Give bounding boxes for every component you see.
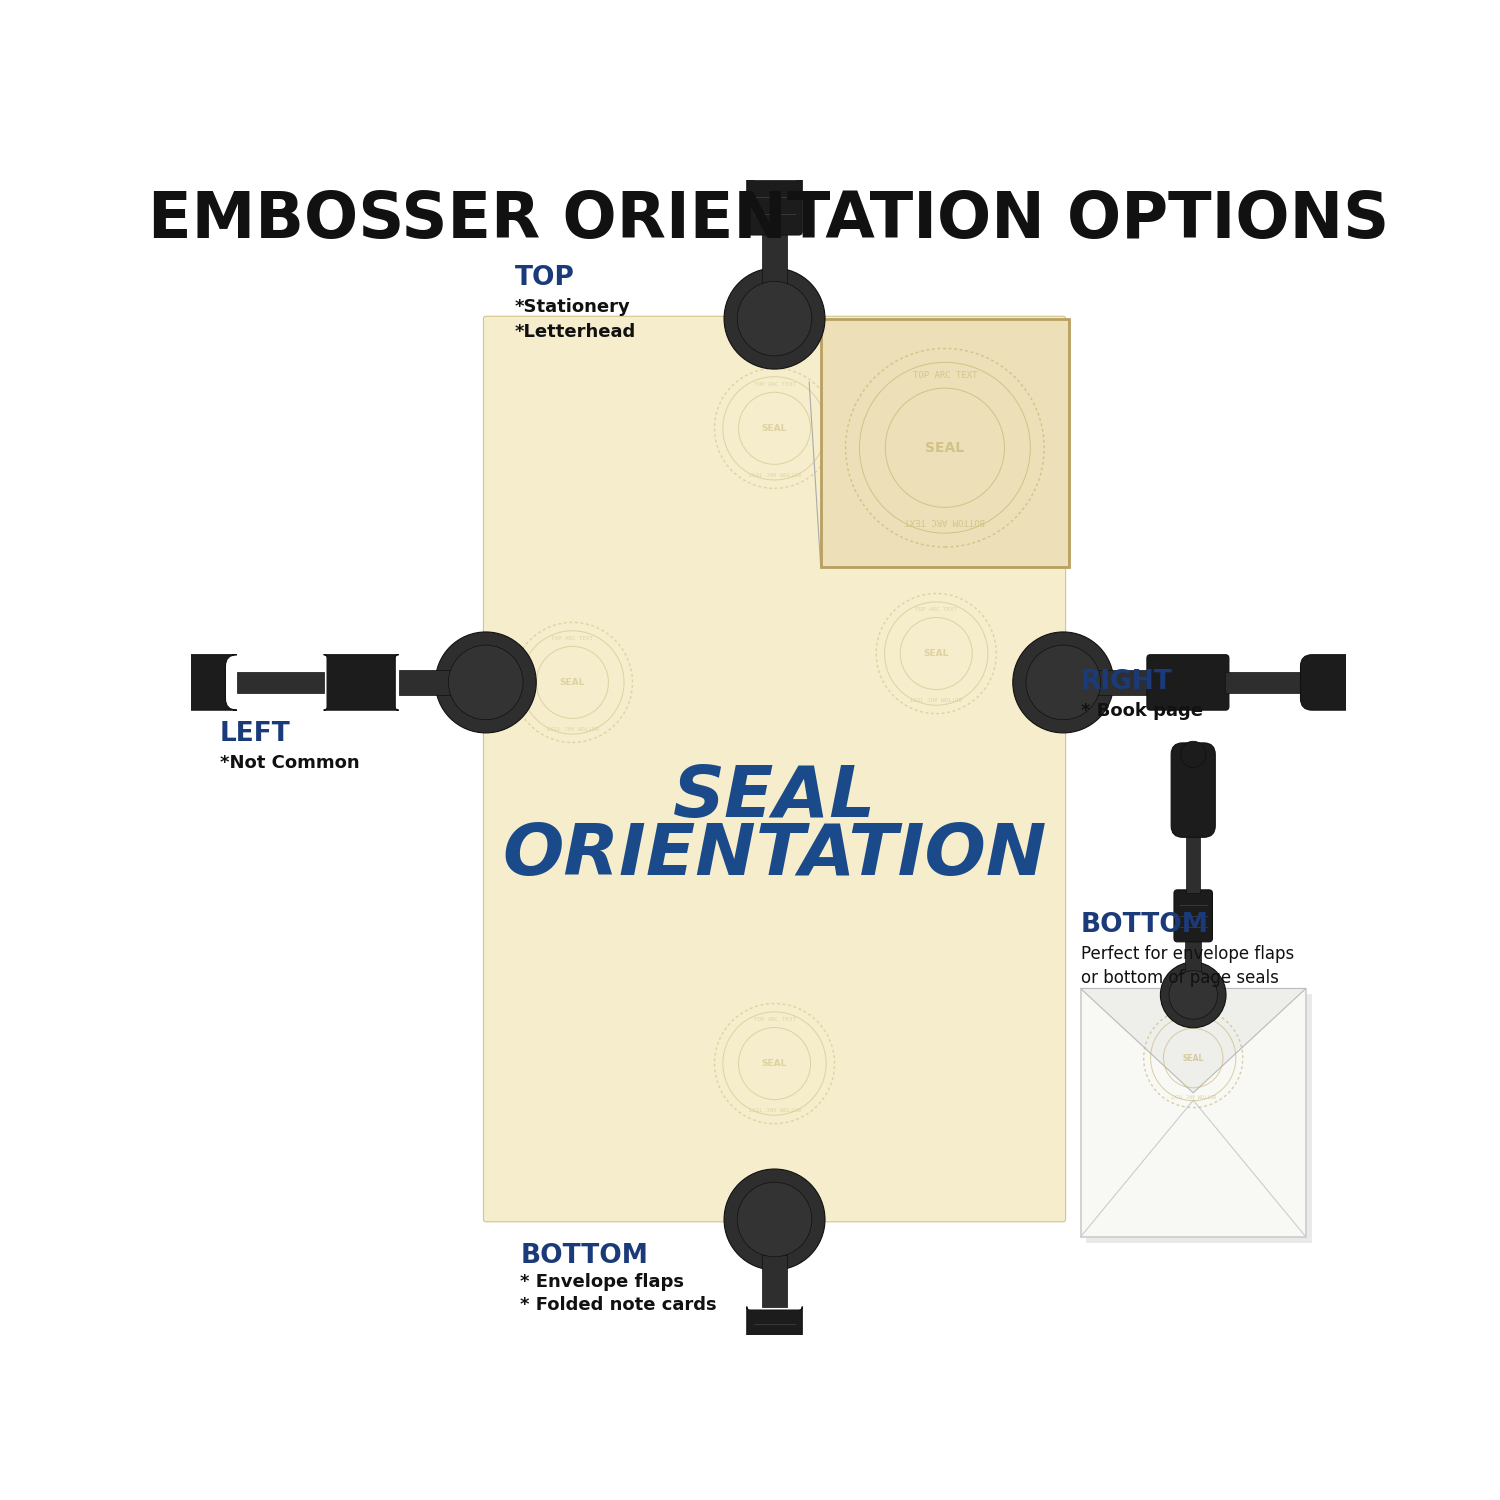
FancyBboxPatch shape — [1300, 654, 1485, 710]
Text: SEAL: SEAL — [560, 678, 585, 687]
Circle shape — [724, 1168, 825, 1270]
Text: BOTTOM ARC TEXT: BOTTOM ARC TEXT — [910, 694, 963, 700]
Text: BOTTOM ARC TEXT: BOTTOM ARC TEXT — [904, 516, 986, 525]
Bar — [1186, 837, 1200, 894]
FancyBboxPatch shape — [747, 0, 802, 70]
Text: TOP ARC TEXT: TOP ARC TEXT — [912, 370, 976, 380]
Text: SEAL: SEAL — [1182, 1053, 1204, 1062]
Bar — [1098, 669, 1150, 694]
Text: TOP: TOP — [514, 266, 574, 291]
FancyBboxPatch shape — [1080, 988, 1306, 1238]
Text: TOP ARC TEXT: TOP ARC TEXT — [753, 1017, 795, 1022]
Bar — [1185, 939, 1202, 972]
FancyBboxPatch shape — [747, 1480, 802, 1500]
Bar — [762, 231, 788, 284]
Text: LEFT: LEFT — [220, 722, 291, 747]
Circle shape — [736, 1182, 812, 1257]
Ellipse shape — [1180, 741, 1206, 768]
Bar — [237, 672, 324, 693]
Bar — [399, 669, 450, 694]
Polygon shape — [1080, 988, 1306, 1094]
Text: RIGHT: RIGHT — [1080, 669, 1173, 696]
Text: or bottom of page seals: or bottom of page seals — [1080, 969, 1278, 987]
Text: * Book page: * Book page — [1080, 702, 1203, 720]
Text: BOTTOM: BOTTOM — [1080, 912, 1209, 938]
Text: * Envelope flaps: * Envelope flaps — [520, 1274, 684, 1292]
FancyBboxPatch shape — [1148, 654, 1228, 710]
Text: ORIENTATION: ORIENTATION — [503, 821, 1047, 890]
Circle shape — [724, 268, 825, 369]
FancyBboxPatch shape — [747, 159, 802, 236]
Text: EMBOSSER ORIENTATION OPTIONS: EMBOSSER ORIENTATION OPTIONS — [148, 189, 1389, 252]
Bar — [764, 1376, 784, 1462]
Circle shape — [1026, 645, 1101, 720]
Text: BOTTOM ARC TEXT: BOTTOM ARC TEXT — [1170, 1092, 1215, 1096]
Text: Perfect for envelope flaps: Perfect for envelope flaps — [1080, 945, 1294, 963]
Circle shape — [448, 645, 524, 720]
Text: SEAL: SEAL — [674, 764, 876, 832]
Circle shape — [1013, 632, 1113, 734]
Text: SEAL: SEAL — [926, 441, 964, 454]
FancyBboxPatch shape — [483, 316, 1065, 1222]
Bar — [762, 1254, 788, 1306]
Text: BOTTOM ARC TEXT: BOTTOM ARC TEXT — [546, 724, 598, 729]
Ellipse shape — [62, 662, 90, 704]
FancyBboxPatch shape — [1172, 742, 1215, 837]
Text: BOTTOM: BOTTOM — [520, 1244, 648, 1269]
FancyBboxPatch shape — [747, 1306, 802, 1376]
FancyBboxPatch shape — [821, 318, 1070, 567]
Circle shape — [736, 282, 812, 356]
Text: SEAL: SEAL — [924, 650, 950, 658]
Text: TOP ARC TEXT: TOP ARC TEXT — [552, 636, 594, 640]
Text: TOP ARC TEXT: TOP ARC TEXT — [915, 608, 957, 612]
Ellipse shape — [1460, 662, 1488, 704]
Text: * Folded note cards: * Folded note cards — [520, 1296, 717, 1314]
FancyBboxPatch shape — [1174, 890, 1212, 942]
Text: *Stationery: *Stationery — [514, 298, 630, 316]
Text: *Not Common: *Not Common — [220, 754, 360, 772]
Text: *Letterhead: *Letterhead — [514, 324, 636, 342]
FancyBboxPatch shape — [1086, 994, 1311, 1242]
Text: BOTTOM ARC TEXT: BOTTOM ARC TEXT — [748, 470, 801, 474]
Circle shape — [1168, 970, 1218, 1018]
Bar — [764, 75, 784, 162]
Circle shape — [435, 632, 536, 734]
Circle shape — [1161, 962, 1226, 1028]
FancyBboxPatch shape — [75, 654, 237, 710]
Text: SEAL: SEAL — [762, 424, 788, 433]
Text: BOTTOM ARC TEXT: BOTTOM ARC TEXT — [748, 1106, 801, 1110]
Text: TOP ARC TEXT: TOP ARC TEXT — [753, 382, 795, 387]
Text: TOP ARC TEXT: TOP ARC TEXT — [1174, 1020, 1210, 1025]
Bar — [1226, 672, 1312, 693]
Text: SEAL: SEAL — [762, 1059, 788, 1068]
FancyBboxPatch shape — [324, 654, 399, 710]
